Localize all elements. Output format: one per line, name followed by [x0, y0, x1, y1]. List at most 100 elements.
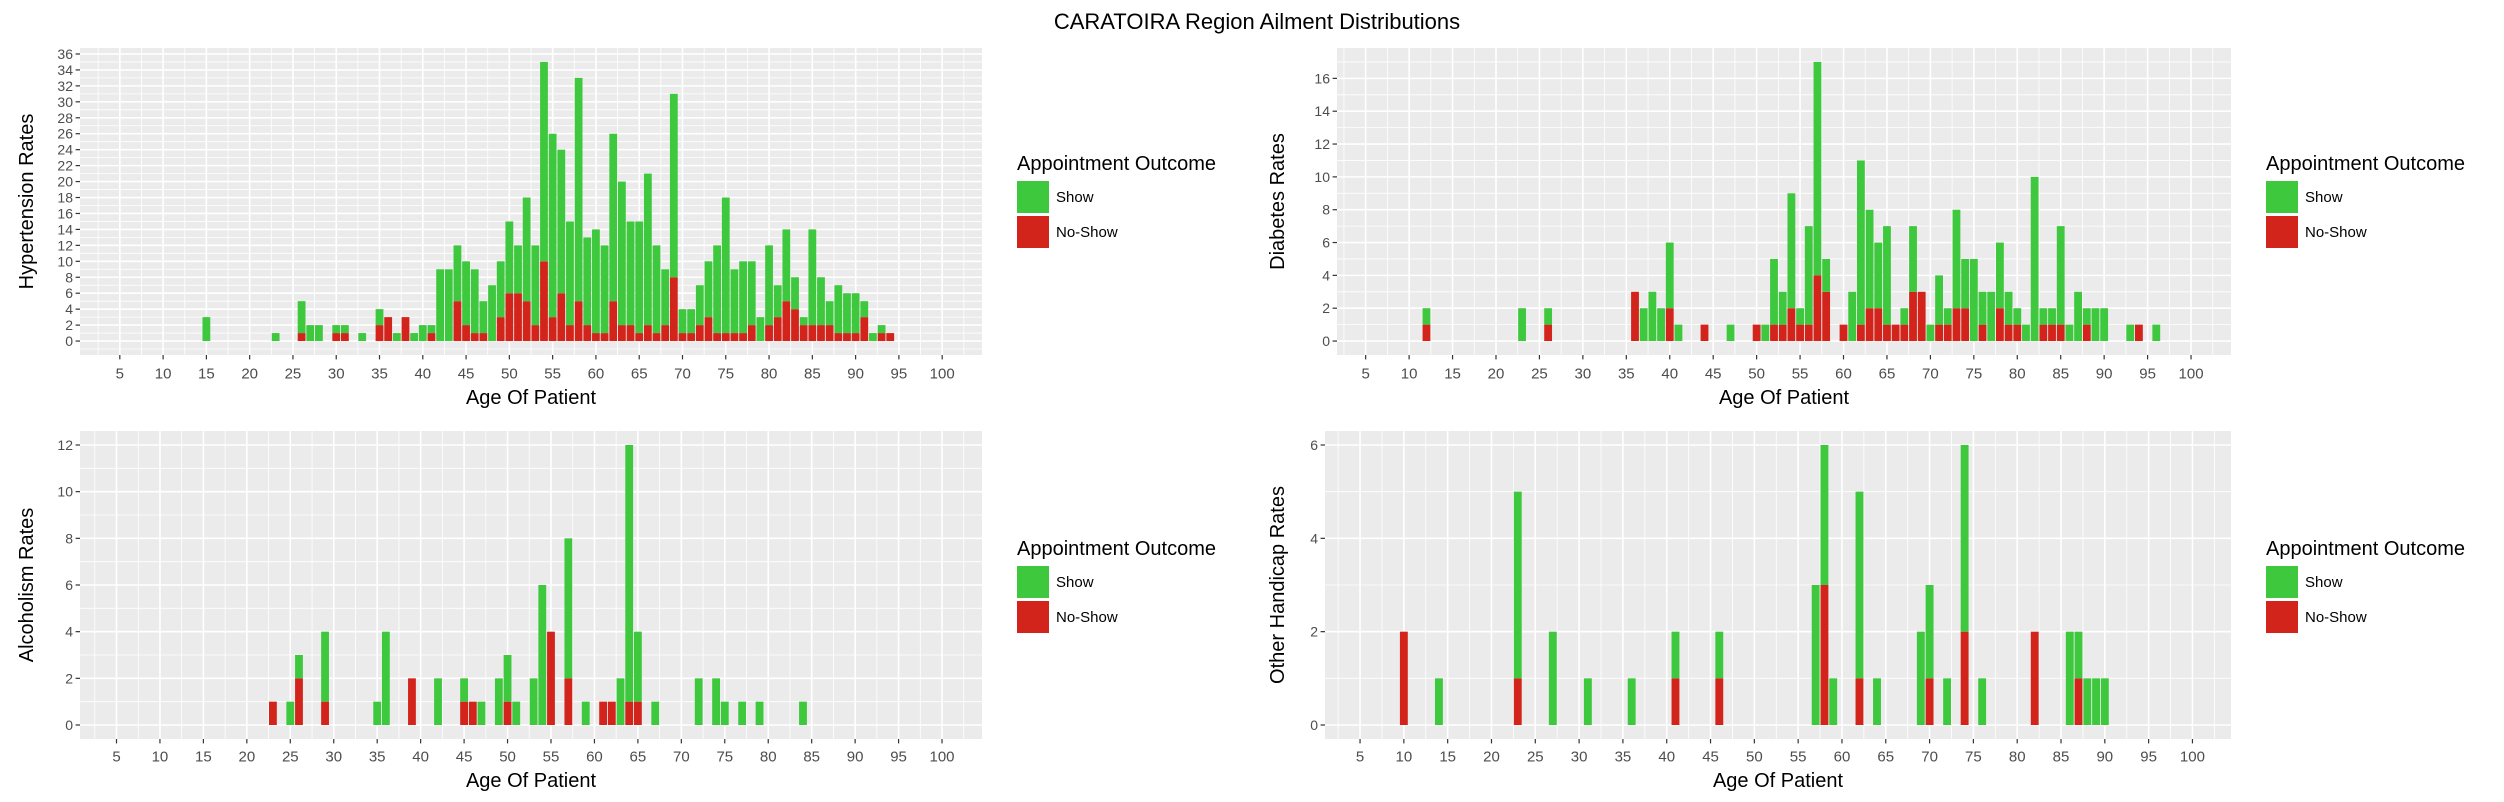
- y-tick-label: 0: [65, 717, 73, 733]
- x-tick-label: 15: [195, 749, 212, 766]
- bar-show-age-65: [633, 631, 642, 702]
- bar-no-show-age-86: [817, 325, 825, 342]
- bar-show-age-53: [531, 245, 540, 326]
- bar-no-show-age-84: [799, 325, 808, 342]
- x-tick-label: 90: [2096, 749, 2113, 766]
- x-tick-label: 60: [588, 366, 605, 383]
- y-tick-label: 24: [57, 142, 73, 158]
- bar-no-show-age-78: [1995, 308, 2004, 342]
- bar-show-age-72: [695, 285, 704, 326]
- y-tick-label: 2: [1322, 300, 1330, 316]
- bar-show-age-27: [1548, 631, 1557, 725]
- bar-show-age-44: [453, 245, 462, 302]
- bar-show-age-55: [548, 133, 557, 318]
- bar-no-show-age-73: [1952, 308, 1961, 342]
- bar-no-show-age-61: [599, 701, 608, 725]
- bar-show-age-90: [2100, 308, 2109, 342]
- legend-label-no-show: No-Show: [2305, 608, 2367, 626]
- bar-show-age-62: [609, 133, 618, 302]
- bars: [269, 445, 807, 725]
- x-tick-label: 45: [456, 749, 473, 766]
- bar-show-age-23: [1518, 308, 1526, 342]
- bar-show-age-76: [1978, 678, 1987, 725]
- bar-show-age-35: [375, 309, 384, 326]
- x-tick-label: 65: [1877, 749, 1894, 766]
- bar-no-show-age-44: [1700, 324, 1709, 342]
- legend-label-show: Show: [1056, 573, 1094, 591]
- bar-show-age-42: [436, 269, 445, 342]
- bar-no-show-age-78: [747, 325, 756, 342]
- x-tick-label: 20: [1483, 749, 1500, 766]
- x-tick-label: 75: [1965, 749, 1982, 766]
- x-tick-label: 40: [1658, 749, 1675, 766]
- bar-show-age-65: [635, 221, 644, 334]
- x-tick-label: 45: [458, 366, 475, 383]
- y-tick-label: 10: [57, 484, 73, 500]
- bar-show-age-33: [358, 333, 367, 342]
- x-tick-label: 100: [930, 749, 955, 766]
- bar-show-age-46: [470, 269, 479, 334]
- bar-show-age-45: [462, 261, 470, 326]
- x-axis-title: Age Of Patient: [1719, 387, 1850, 409]
- legend-label-show: Show: [2305, 188, 2343, 206]
- x-tick-label: 35: [1615, 749, 1632, 766]
- legend-item-show: Show: [1017, 566, 1216, 598]
- bar-show-age-54: [540, 61, 548, 262]
- x-axis-title: Age Of Patient: [1713, 770, 1844, 792]
- x-tick-label: 80: [2009, 749, 2026, 766]
- bar-show-age-54: [1787, 193, 1796, 309]
- bar-show-age-29: [321, 631, 329, 702]
- bar-no-show-age-63: [1865, 308, 1874, 342]
- legend-label-no-show: No-Show: [1056, 223, 1118, 241]
- bar-no-show-age-51: [514, 293, 522, 342]
- x-tick-label: 20: [1488, 366, 1505, 383]
- other-handicap-chart: 5 10 15 20 25 30 35 40 45 50 55 60 65 70 75 80 85 90 95 100…: [1267, 431, 2231, 792]
- y-tick-label: 0: [65, 333, 73, 349]
- x-tick-label: 5: [112, 749, 120, 766]
- bar-show-age-93: [877, 325, 886, 334]
- bar-show-age-84: [799, 317, 808, 326]
- bar-show-age-52: [1770, 258, 1778, 325]
- x-tick-label: 70: [1921, 749, 1938, 766]
- x-tick-label: 95: [2139, 366, 2156, 383]
- x-axis-title: Age Of Patient: [466, 387, 597, 409]
- bar-show-age-70: [1926, 324, 1935, 342]
- bars: [202, 61, 895, 342]
- bar-no-show-age-76: [730, 333, 739, 342]
- x-tick-label: 100: [2180, 749, 2205, 766]
- bar-no-show-age-49: [496, 317, 505, 342]
- bar-no-show-age-26: [295, 678, 303, 725]
- bar-show-age-57: [1811, 585, 1820, 725]
- bar-no-show-age-66: [643, 325, 652, 342]
- bar-no-show-age-46: [470, 333, 479, 342]
- bar-show-age-75: [720, 701, 729, 725]
- bar-show-age-26: [295, 655, 303, 679]
- bar-no-show-age-64: [626, 325, 635, 342]
- bar-no-show-age-56: [1804, 324, 1813, 342]
- bar-no-show-age-55: [548, 317, 557, 342]
- bar-no-show-age-36: [1631, 291, 1639, 342]
- legend-key-no-show: [1017, 601, 1049, 633]
- bar-show-age-87: [2074, 631, 2083, 679]
- y-tick-label: 10: [1314, 169, 1330, 185]
- legend-item-show: Show: [2266, 566, 2465, 598]
- bar-show-age-37: [392, 333, 401, 342]
- x-tick-label: 90: [847, 366, 864, 383]
- bar-show-age-79: [756, 317, 765, 342]
- bar-no-show-age-76: [1978, 324, 1987, 342]
- bar-no-show-age-39: [408, 678, 416, 725]
- panel-hypertension: 5 10 15 20 25 30 35 40 45 50 55 60 65 70 75 80 85 90 95 100…: [0, 30, 1252, 415]
- x-tick-label: 50: [499, 749, 516, 766]
- bar-no-show-age-61: [600, 333, 609, 342]
- x-tick-label: 90: [847, 749, 864, 766]
- bar-show-age-57: [1813, 61, 1822, 276]
- legend: Appointment Outcome Show No-Show: [2266, 147, 2465, 251]
- x-tick-label: 75: [717, 366, 734, 383]
- bar-show-age-25: [286, 701, 295, 725]
- bar-show-age-64: [626, 221, 635, 326]
- bar-show-age-74: [712, 678, 721, 725]
- bar-no-show-age-90: [851, 333, 860, 342]
- bar-no-show-age-52: [522, 301, 531, 342]
- x-tick-label: 95: [2140, 749, 2157, 766]
